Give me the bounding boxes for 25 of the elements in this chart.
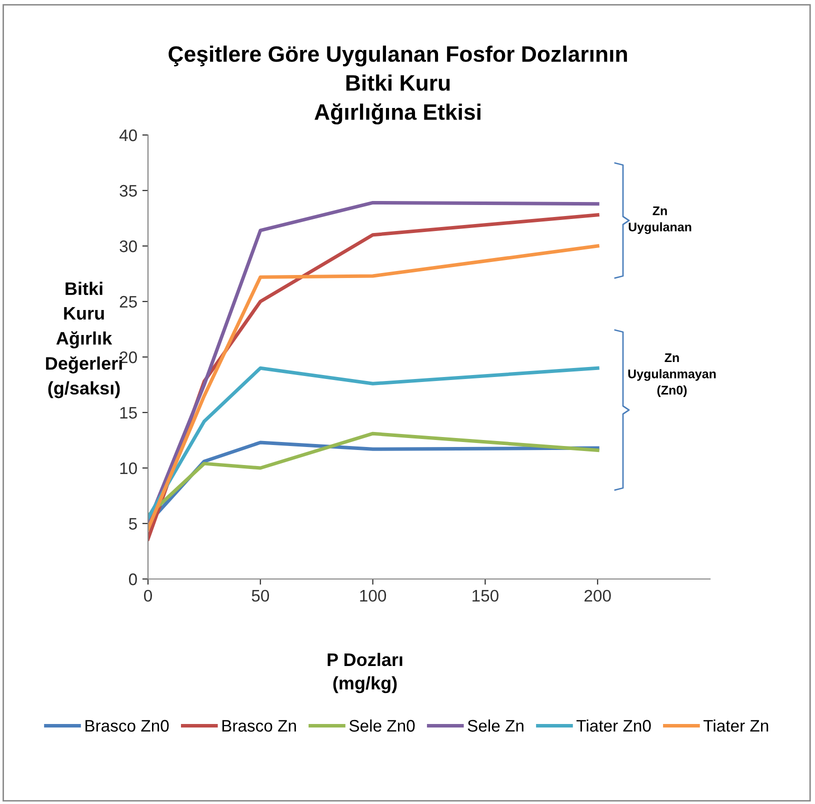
annotation: Zn Uygulanan xyxy=(628,206,692,234)
x-tick-label: 50 xyxy=(252,590,270,602)
y-tick-label: 25 xyxy=(120,296,137,308)
y-tick-label: 40 xyxy=(119,129,137,142)
legend-label: Brasco Zn xyxy=(222,720,296,732)
legend-label: Brasco Zn0 xyxy=(86,720,169,732)
y-tick-label: 35 xyxy=(120,184,137,197)
y-tick-label: 10 xyxy=(120,462,137,474)
legend-label: Tiater Zn0 xyxy=(576,719,651,732)
x-tick-label: 100 xyxy=(360,590,386,602)
y-tick-label: 5 xyxy=(128,518,137,530)
line-series xyxy=(148,366,600,520)
y-tick-label: 30 xyxy=(120,240,137,252)
chart-title: Çeşitlere Göre Uygulanan Fosfor Dozlarının Bitki Kuru Ağırlığına Etkisi xyxy=(168,46,627,124)
y-tick-label: 20 xyxy=(120,351,137,364)
y-tick-label: 15 xyxy=(120,407,137,419)
x-tick-label: 150 xyxy=(472,590,498,602)
legend-label: Tiater Zn xyxy=(703,719,768,732)
x-tick-label: 0 xyxy=(144,590,152,602)
y-tick-label: 0 xyxy=(128,573,137,586)
annotation: Zn Uygulanmayan (Zn0) xyxy=(628,353,716,398)
legend-label: Sele Zn xyxy=(468,719,524,732)
x-axis-title: P Dozları (mg/kg) xyxy=(328,652,402,694)
x-tick-label: 200 xyxy=(584,590,611,602)
legend-label: Sele Zn0 xyxy=(349,719,415,732)
